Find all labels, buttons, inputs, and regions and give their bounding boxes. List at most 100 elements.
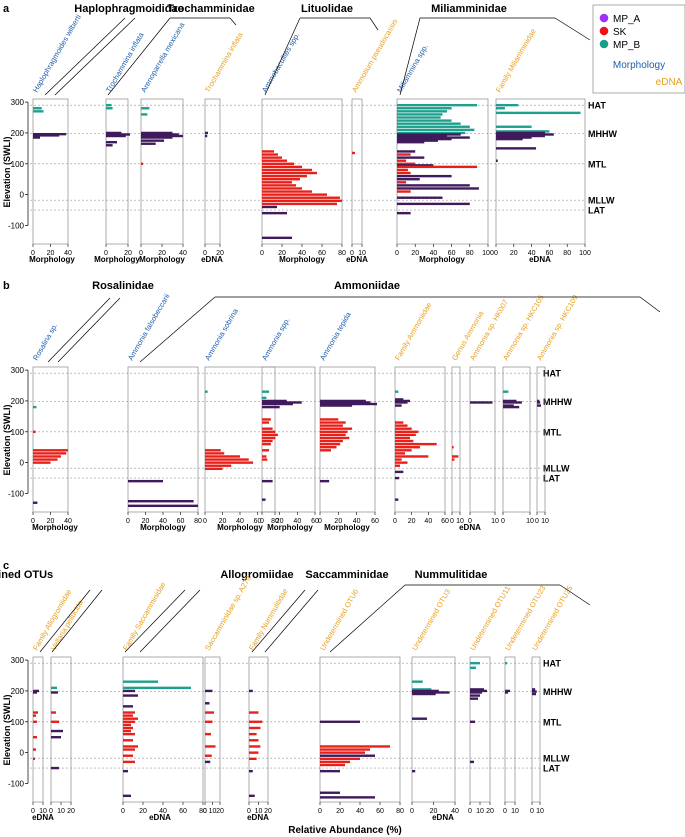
bar [262,162,294,165]
bar [395,427,412,430]
x-tick-label: 20 [216,808,224,815]
bar [397,171,411,175]
x-tick-label: 20 [336,808,344,815]
bar [123,694,138,697]
bar [532,690,537,693]
taxon-label: Rosalina sp. [31,322,59,362]
x-tick-label: 20 [278,250,286,257]
y-tick-label: 0 [20,459,25,468]
bar [106,107,113,110]
taxon-label: Ammobaculites spp. [260,31,302,94]
subplot: Trochammina inflata 0 20 [203,30,245,257]
method-label: Morphology [140,523,186,532]
bar [503,404,514,407]
bar [51,729,63,733]
x-tick-label: 20 [47,518,55,525]
x-tick-label: 20 [408,518,416,525]
bar [320,754,375,757]
bar [262,455,267,458]
x-tick-label: 60 [376,808,384,815]
bar [33,405,37,409]
bar [205,760,211,764]
subplot: Family Saccamminidae 0 20 40 60 80 [121,580,207,815]
family-bracket [251,589,306,653]
bar [205,449,221,452]
x-tick-label: 20 [67,808,75,815]
family-label: Miliamminidae [431,3,507,15]
x-tick-label: 40 [236,518,244,525]
bar [205,131,208,135]
ref-label-hat: HAT [543,369,561,379]
subplot: Undetermined OTU6 0 20 40 60 80 [318,588,404,815]
bar [141,134,183,138]
bar [128,479,163,483]
subplot: Rosalina sp. 0 20 40 [31,322,72,525]
x-tick-label: 40 [64,250,72,257]
bar [412,717,428,720]
bar [262,178,300,181]
x-tick-label: 20 [142,518,150,525]
bar [320,479,330,483]
x-tick-label: 0 [501,518,505,525]
bar [123,717,138,720]
bar [262,236,292,240]
bar [205,458,249,461]
bar [412,691,450,694]
bar [470,760,474,764]
bar [395,449,412,452]
bar [106,144,113,147]
bar [397,190,411,193]
y-tick-label: -100 [8,221,25,230]
x-tick-label: 60 [177,518,185,525]
bar [320,745,390,748]
bar [496,130,550,133]
bar [262,168,312,172]
bar [397,211,411,215]
family-label: Ammoniidae [334,280,400,292]
taxon-label: Haplophragmoides wilberti [31,13,83,94]
bar [320,427,353,430]
bar [470,697,478,700]
bar [249,794,255,798]
y-tick-label: 300 [11,366,25,375]
bar [249,711,259,714]
y-tick-label: 0 [20,749,25,758]
bar [205,467,223,471]
x-tick-label: 60 [254,518,262,525]
subplot-frame [204,366,276,513]
bar [141,142,156,145]
bar [205,452,225,455]
x-tick-label: 10 [255,808,263,815]
family-bracket [554,17,591,41]
bar [412,680,423,683]
bar [397,137,452,141]
bar [320,424,343,427]
x-tick-label: 0 [31,250,35,257]
bar [262,418,271,421]
bar [249,769,253,773]
bar [123,729,131,733]
x-axis-title: Relative Abundance (%) [288,825,402,836]
ref-label-hat: HAT [588,101,606,111]
x-tick-label: 0 [203,518,207,525]
family-label: Haplophragmoididae [74,3,183,15]
bar [395,424,408,427]
ref-label-mtl: MTL [543,427,562,437]
bar [33,748,36,751]
bar [496,107,505,110]
bar [395,421,404,424]
bar [106,134,126,138]
bar [397,107,452,110]
bar [33,449,68,452]
subplot-frame [451,366,461,513]
family-bracket [39,589,91,653]
bar [123,680,158,683]
x-tick-label: 80 [194,518,202,525]
bar [320,439,343,443]
labels: Relative Abundance (%) [39,17,661,836]
subplot: Ammotium pseudocassis 0 10 [350,17,400,257]
subplot-frame [411,656,456,803]
bar [397,110,448,113]
bar [503,405,520,409]
taxon-label: Ammonia sobrina [203,306,240,362]
